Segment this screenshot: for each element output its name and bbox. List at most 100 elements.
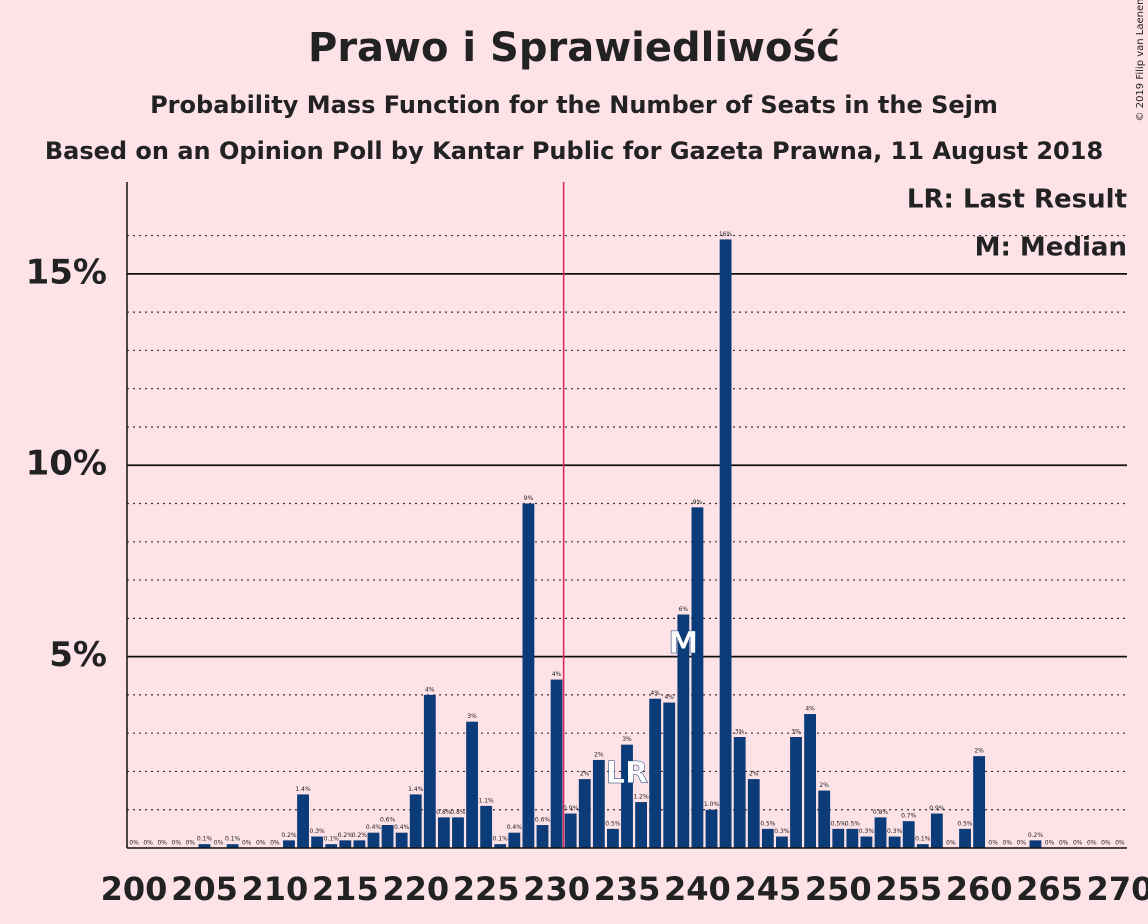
bar: [719, 239, 732, 848]
value-label: 0%: [988, 840, 998, 847]
bar: [423, 694, 436, 848]
bar: [409, 794, 422, 848]
value-label: 9%: [693, 499, 703, 506]
value-label: 2%: [819, 782, 829, 789]
value-label: 0.8%: [450, 809, 466, 816]
chart-subtitle: Probability Mass Function for the Number…: [150, 91, 998, 119]
value-label: 0.5%: [760, 820, 776, 827]
x-tick-label: 250: [805, 870, 872, 908]
bar: [452, 817, 464, 848]
value-label: 0.7%: [901, 813, 917, 820]
x-tick-label: 205: [171, 870, 238, 908]
bar: [466, 721, 478, 848]
bar: [973, 756, 986, 848]
x-tick-label: 225: [453, 870, 520, 908]
value-label: 0%: [242, 840, 252, 847]
value-label: 0.1%: [324, 836, 340, 843]
value-label: 0%: [1045, 840, 1055, 847]
value-label: 0.8%: [873, 809, 889, 816]
value-label: 0%: [946, 840, 956, 847]
value-label: 9%: [524, 495, 534, 502]
x-tick-label: 240: [664, 870, 731, 908]
value-label: 1.0%: [704, 801, 720, 808]
legend-entry: LR: Last Result: [907, 185, 1127, 215]
bar: [804, 714, 817, 848]
value-label: 0.5%: [831, 820, 847, 827]
value-label: 0.1%: [915, 836, 931, 843]
x-tick-label: 260: [946, 870, 1013, 908]
value-label: 0.6%: [535, 817, 551, 824]
bar: [550, 679, 563, 848]
bar: [339, 840, 352, 848]
bar: [916, 844, 929, 848]
bar: [874, 817, 887, 848]
bar: [311, 836, 324, 848]
value-label: 0.2%: [281, 832, 297, 839]
bar: [1029, 840, 1042, 848]
value-label: 6%: [679, 606, 689, 613]
x-tick-label: 270: [1087, 870, 1148, 908]
bar: [198, 844, 211, 848]
copyright: © 2019 Filip van Laenen: [1135, 0, 1146, 121]
value-label: 0.3%: [310, 828, 326, 835]
bar: [930, 813, 943, 848]
legend-entry: M: Median: [975, 233, 1127, 263]
value-label: 0.2%: [1028, 832, 1044, 839]
x-tick-label: 255: [875, 870, 942, 908]
bar: [592, 759, 605, 848]
value-label: 0.3%: [859, 828, 875, 835]
value-label: 4%: [805, 706, 815, 713]
x-tick-label: 245: [734, 870, 801, 908]
value-label: 0.4%: [394, 824, 410, 831]
bar: [283, 840, 295, 848]
value-label: 2%: [749, 771, 759, 778]
bar: [635, 802, 647, 848]
x-tick-label: 220: [382, 870, 449, 908]
value-label: 0.9%: [929, 805, 945, 812]
value-label: 0.2%: [338, 832, 354, 839]
bar: [564, 813, 577, 848]
bar: [691, 507, 704, 848]
bar: [480, 805, 493, 848]
bar: [437, 817, 450, 848]
value-label: 1.2%: [633, 794, 649, 801]
x-tick-label: 265: [1016, 870, 1083, 908]
bar: [395, 832, 408, 848]
value-label: 3%: [735, 729, 745, 736]
value-label: 2%: [974, 748, 984, 755]
x-tick-label: 230: [523, 870, 590, 908]
x-tick-label: 235: [594, 870, 661, 908]
bar: [522, 503, 535, 848]
bar: [508, 832, 521, 848]
bar: [621, 744, 633, 848]
value-label: 0.1%: [197, 836, 213, 843]
bar: [902, 821, 915, 848]
value-label: 0%: [1115, 840, 1125, 847]
value-label: 4%: [552, 671, 562, 678]
bar: [607, 828, 619, 848]
value-label: 16%: [719, 231, 733, 238]
value-label: 0.4%: [507, 824, 523, 831]
y-tick-label: 10%: [26, 444, 107, 484]
value-label: 3%: [791, 729, 801, 736]
bar: [818, 790, 831, 848]
value-label: 0%: [143, 840, 153, 847]
bar: [649, 698, 662, 848]
value-label: 2%: [594, 751, 604, 758]
value-label: 1.1%: [479, 797, 495, 804]
value-label: 4%: [650, 690, 660, 697]
y-tick-label: 5%: [49, 635, 107, 675]
chart-title: Prawo i Sprawiedliwość: [308, 25, 840, 71]
marker-label: M: [668, 626, 698, 661]
value-label: 4%: [664, 694, 674, 701]
value-label: 0.4%: [366, 824, 382, 831]
value-label: 0%: [1087, 840, 1097, 847]
value-label: 0%: [1101, 840, 1111, 847]
value-label: 0.1%: [493, 836, 509, 843]
value-label: 0%: [1003, 840, 1013, 847]
value-label: 0%: [214, 840, 224, 847]
value-label: 0.6%: [380, 817, 396, 824]
bar: [959, 828, 971, 848]
marker-label: LR: [606, 756, 648, 791]
